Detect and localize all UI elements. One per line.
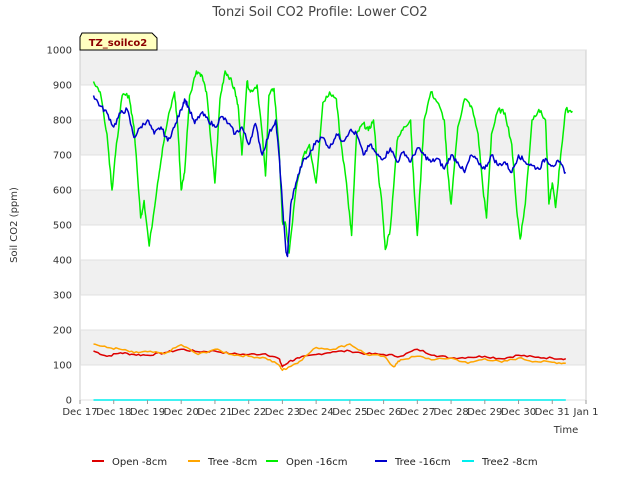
y-tick-label: 100 <box>53 361 72 372</box>
badge-box <box>79 32 158 51</box>
badge-label: TZ_soilco2 <box>89 38 148 49</box>
x-tick-label: Dec 17 <box>62 407 97 418</box>
y-tick-label: 900 <box>53 81 72 92</box>
x-tick-label: Dec 26 <box>366 407 401 418</box>
background-band <box>80 260 586 295</box>
background-band <box>80 190 586 225</box>
y-axis-ticks: 0 100 200 300 400 500 600 700 800 900 1000 <box>47 46 72 407</box>
series-line-open-16cm <box>92 70 573 254</box>
series-layer <box>92 70 573 401</box>
y-tick-label: 600 <box>53 186 72 197</box>
y-tick-label: 800 <box>53 116 72 127</box>
x-tick-label: Dec 18 <box>96 407 131 418</box>
x-tick-label: Dec 19 <box>130 407 165 418</box>
background-band <box>80 50 586 85</box>
x-tick-label: Dec 30 <box>501 407 536 418</box>
y-tick-label: 700 <box>53 151 72 162</box>
plot-background-bands <box>80 50 586 365</box>
y-tick-label: 0 <box>66 396 72 407</box>
legend-label-tree2-8cm: Tree2 -8cm <box>481 457 538 468</box>
x-tick-label: Jan 1 <box>573 407 599 418</box>
y-tick-label: 300 <box>53 291 72 302</box>
y-axis-label: Soil CO2 (ppm) <box>9 187 20 263</box>
legend-label-open-8cm: Open -8cm <box>112 457 167 468</box>
x-tick-label: Dec 20 <box>164 407 199 418</box>
y-tick-label: 200 <box>53 326 72 337</box>
series-line-tree-16cm <box>92 95 567 258</box>
x-tick-label: Dec 22 <box>231 407 266 418</box>
y-tick-label: 1000 <box>47 46 72 57</box>
x-tick-label: Dec 21 <box>197 407 232 418</box>
x-tick-label: Dec 29 <box>467 407 502 418</box>
y-tick-label: 400 <box>53 256 72 267</box>
x-tick-label: Dec 24 <box>299 407 334 418</box>
x-tick-label: Dec 31 <box>535 407 570 418</box>
legend: Open -8cm Tree -8cm Open -16cm Tree -16cm Tr… <box>92 457 538 468</box>
legend-label-open-16cm: Open -16cm <box>286 457 347 468</box>
x-tick-label: Dec 25 <box>332 407 367 418</box>
badge: TZ_soilco2 <box>79 32 158 51</box>
legend-label-tree-8cm: Tree -8cm <box>207 457 257 468</box>
x-tick-label: Dec 28 <box>433 407 468 418</box>
series-line-tree-8cm <box>93 343 566 372</box>
legend-label-tree-16cm: Tree -16cm <box>394 457 451 468</box>
x-tick-label: Dec 23 <box>265 407 300 418</box>
chart-title: Tonzi Soil CO2 Profile: Lower CO2 <box>211 5 427 20</box>
y-tick-label: 500 <box>53 221 72 232</box>
x-tick-label: Dec 27 <box>400 407 435 418</box>
x-axis-label: Time <box>553 425 578 436</box>
